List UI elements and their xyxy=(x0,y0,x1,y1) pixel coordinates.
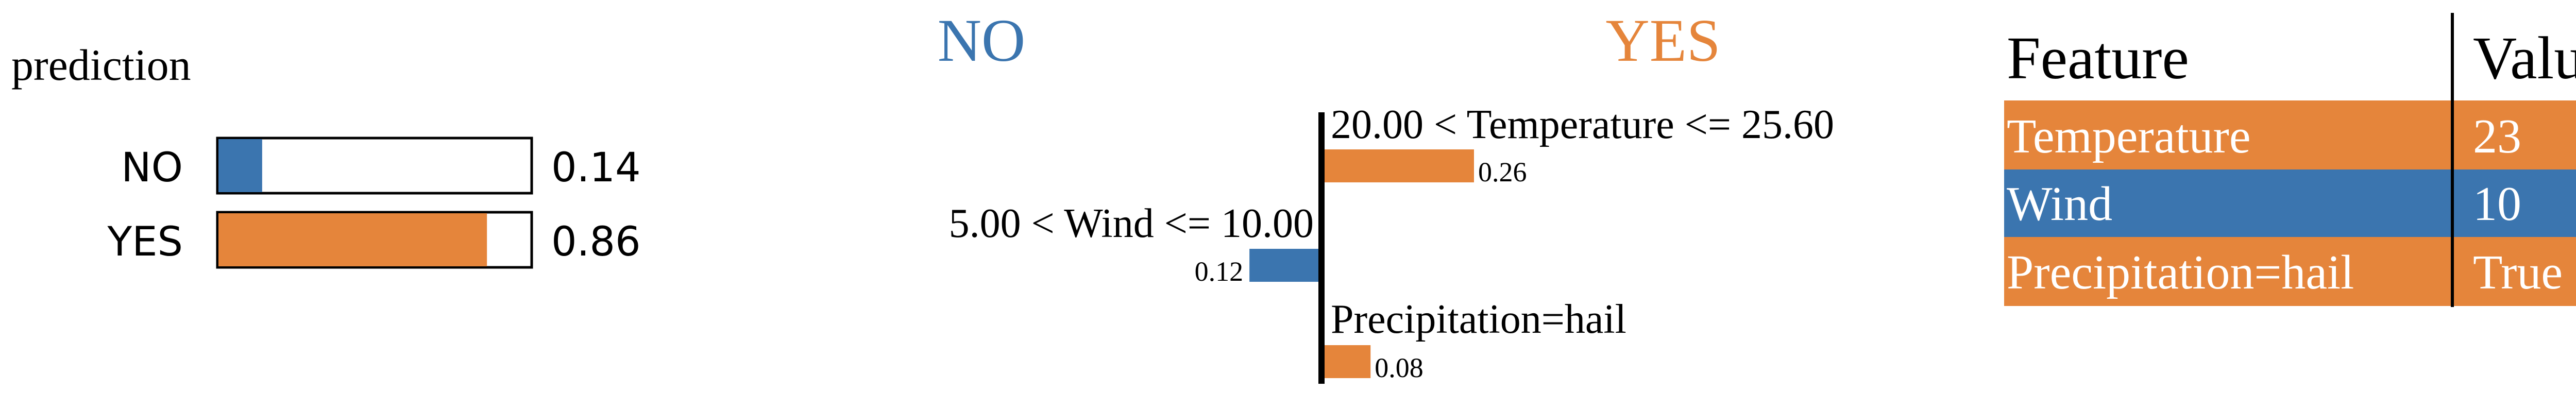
table-row: Wind 10 xyxy=(2004,169,2576,237)
class-heading-no: NO xyxy=(938,7,1025,74)
table-cell-feature: Precipitation=hail xyxy=(2007,246,2354,299)
contribution-feature-label-temperature: 20.00 < Temperature <= 25.60 xyxy=(1331,102,1834,147)
feature-value-table: Feature Value Temperature 23 Wind 10 Pre… xyxy=(2004,13,2576,307)
contribution-feature-label-wind: 5.00 < Wind <= 10.00 xyxy=(949,201,1314,246)
class-heading-yes: YES xyxy=(1606,7,1721,74)
table-cell-feature: Temperature xyxy=(2007,110,2251,163)
table-cell-value: True xyxy=(2473,246,2563,299)
table-row-background xyxy=(2004,237,2576,306)
contribution-bar-precipitation xyxy=(1325,345,1371,378)
contribution-bar-wind xyxy=(1249,249,1318,282)
table-header-feature: Feature xyxy=(2007,24,2189,92)
prediction-bar-yes xyxy=(218,213,487,266)
contribution-value-wind: 0.12 xyxy=(1195,256,1244,287)
table-cell-value: 23 xyxy=(2473,110,2521,163)
prediction-bar-no xyxy=(218,139,262,192)
prediction-label-no: NO xyxy=(121,145,183,191)
prediction-bar-outline-no xyxy=(216,137,533,195)
prediction-title: prediction xyxy=(11,40,191,90)
contribution-bar-temperature xyxy=(1325,149,1474,182)
table-cell-feature: Wind xyxy=(2007,177,2112,231)
prediction-value-no: 0.14 xyxy=(551,145,641,191)
contribution-value-temperature: 0.26 xyxy=(1478,157,1527,188)
table-row: Temperature 23 xyxy=(2004,100,2576,169)
prediction-bar-outline-yes xyxy=(216,211,533,269)
contribution-panel: NO YES 20.00 < Temperature <= 25.60 0.26… xyxy=(938,7,1834,384)
table-row-background xyxy=(2004,169,2576,237)
prediction-label-yes: YES xyxy=(107,219,183,265)
contribution-feature-label-precipitation: Precipitation=hail xyxy=(1331,297,1626,342)
prediction-panel: prediction NO 0.14 YES 0.86 xyxy=(11,40,641,269)
table-row-background xyxy=(2004,100,2576,169)
contribution-value-precipitation: 0.08 xyxy=(1375,352,1423,383)
table-header-value: Value xyxy=(2473,24,2576,92)
table-row: Precipitation=hail True xyxy=(2004,237,2576,306)
prediction-value-yes: 0.86 xyxy=(551,219,641,265)
table-cell-value: 10 xyxy=(2473,177,2521,231)
